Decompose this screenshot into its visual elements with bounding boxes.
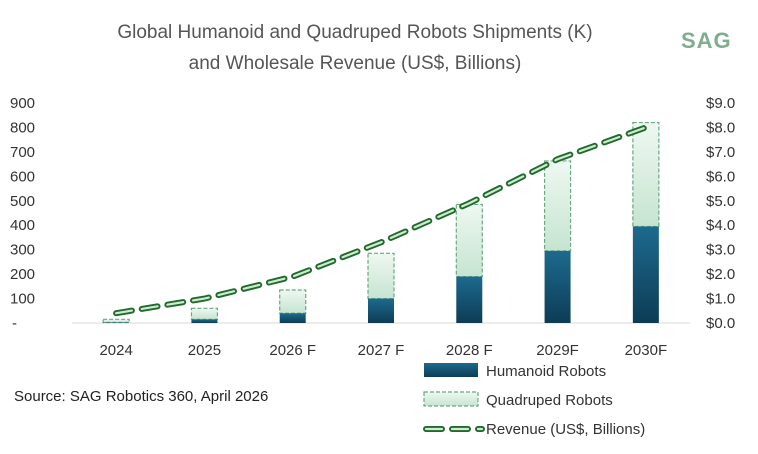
y-right-tick-label: $4.0 xyxy=(706,217,735,234)
humanoid-bar xyxy=(279,313,306,323)
y-right-tick-label: $0.0 xyxy=(706,315,735,332)
quadruped-bar xyxy=(632,121,660,228)
humanoid-bar xyxy=(456,276,483,323)
x-tick-label: 2028 F xyxy=(446,342,493,359)
chart-title: Global Humanoid and Quadruped Robots Shi… xyxy=(117,22,593,43)
legend-label: Quadruped Robots xyxy=(486,392,613,409)
y-left-tick-label: 400 xyxy=(10,217,35,234)
x-tick-label: 2026 F xyxy=(269,342,316,359)
legend-label: Humanoid Robots xyxy=(486,363,606,380)
y-left-tick-label: 600 xyxy=(10,168,35,185)
chart-subtitle: and Wholesale Revenue (US$, Billions) xyxy=(188,53,522,74)
y-right-tick-label: $5.0 xyxy=(706,193,735,210)
quadruped-bar xyxy=(190,307,219,320)
legend-quadruped-swatch xyxy=(423,391,479,407)
y-right-tick-label: $7.0 xyxy=(706,144,735,161)
sag-logo: SAG xyxy=(681,28,732,53)
y-right-tick-label: $9.0 xyxy=(706,95,735,112)
humanoid-bar xyxy=(632,226,659,323)
humanoid-bar xyxy=(368,298,394,323)
y-right-tick-label: $3.0 xyxy=(706,242,735,259)
x-tick-label: 2029F xyxy=(536,342,579,359)
y-left-tick-label: 900 xyxy=(10,95,35,112)
humanoid-bar xyxy=(191,319,218,323)
y-left-tick-label: 200 xyxy=(10,266,35,283)
legend-humanoid-swatch xyxy=(424,363,478,377)
y-right-tick-label: $2.0 xyxy=(706,266,735,283)
quadruped-bar xyxy=(102,318,130,324)
source-note: Source: SAG Robotics 360, April 2026 xyxy=(14,388,269,405)
quadruped-bar xyxy=(367,252,395,300)
y-left-tick-label: 700 xyxy=(10,144,35,161)
y-right-tick-label: $6.0 xyxy=(706,168,735,185)
quadruped-bar xyxy=(279,289,307,314)
quadruped-bar xyxy=(455,203,483,278)
y-left-tick-label: 500 xyxy=(10,193,35,210)
x-tick-label: 2027 F xyxy=(358,342,405,359)
y-right-tick-label: $8.0 xyxy=(706,119,735,136)
legend-label: Revenue (US$, Billions) xyxy=(486,421,645,438)
y-left-tick-label: 300 xyxy=(10,242,35,259)
humanoid-bar xyxy=(544,250,571,323)
x-tick-label: 2025 xyxy=(188,342,221,359)
quadruped-bar xyxy=(543,160,572,252)
x-tick-label: 2024 xyxy=(99,342,132,359)
y-left-tick-label: - xyxy=(12,315,17,332)
y-right-tick-label: $1.0 xyxy=(706,291,735,308)
y-left-tick-label: 100 xyxy=(10,291,35,308)
x-tick-label: 2030F xyxy=(625,342,668,359)
y-left-tick-label: 800 xyxy=(10,119,35,136)
